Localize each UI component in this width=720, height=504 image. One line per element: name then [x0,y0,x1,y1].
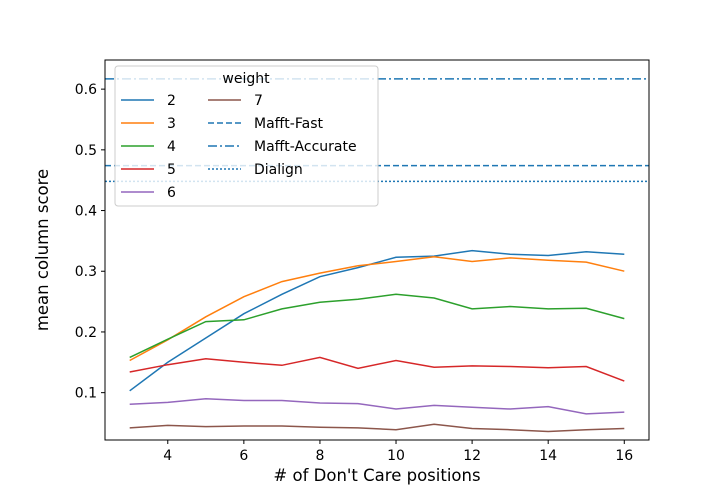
x-tick-label: 6 [239,448,248,464]
axes-frame [104,59,650,441]
series-line-3 [129,255,625,362]
y-tick-label: 0.1 [75,386,97,402]
y-tick-label: 0.4 [75,204,97,220]
legend-title: weight [222,71,270,87]
y-tick-label: 0.3 [75,264,97,280]
x-tick-label: 16 [615,448,633,464]
legend-box [114,65,379,207]
legend-label-5: 5 [167,162,176,178]
x-tick-label: 14 [539,448,557,464]
x-tick-label: 4 [163,448,172,464]
legend-label-2: 2 [167,93,176,109]
x-tick-label: 10 [387,448,405,464]
x-tick-label: 12 [463,448,481,464]
y-tick-label: 0.6 [75,82,97,98]
y-tick-label: 0.5 [75,143,97,159]
series-line-5 [129,356,625,382]
legend-label-4: 4 [167,139,176,155]
series-layer [129,249,625,433]
series-line-2 [129,249,625,392]
legend: weight 2 3 4 5 6 7 Mafft-Fast Mafft-Accurate Dial… [114,65,379,207]
x-axis-label: # of Don't Care positions [273,466,480,485]
legend-label-dialign: Dialign [254,162,303,178]
legend-label-mafft-accurate: Mafft-Accurate [254,139,357,155]
y-axis-ticks: 0.1 0.2 0.3 0.4 0.5 0.6 [75,82,105,402]
legend-label-7: 7 [254,93,263,109]
series-line-7 [129,423,625,433]
legend-label-mafft-fast: Mafft-Fast [254,116,323,132]
series-line-4 [129,293,625,359]
series-line-6 [129,397,625,415]
y-axis-label: mean column score [33,169,52,331]
y-tick-label: 0.2 [75,325,97,341]
x-tick-label: 8 [315,448,324,464]
legend-label-6: 6 [167,185,176,201]
legend-label-3: 3 [167,116,176,132]
x-axis-ticks: 4 6 8 10 12 14 16 [163,440,633,464]
